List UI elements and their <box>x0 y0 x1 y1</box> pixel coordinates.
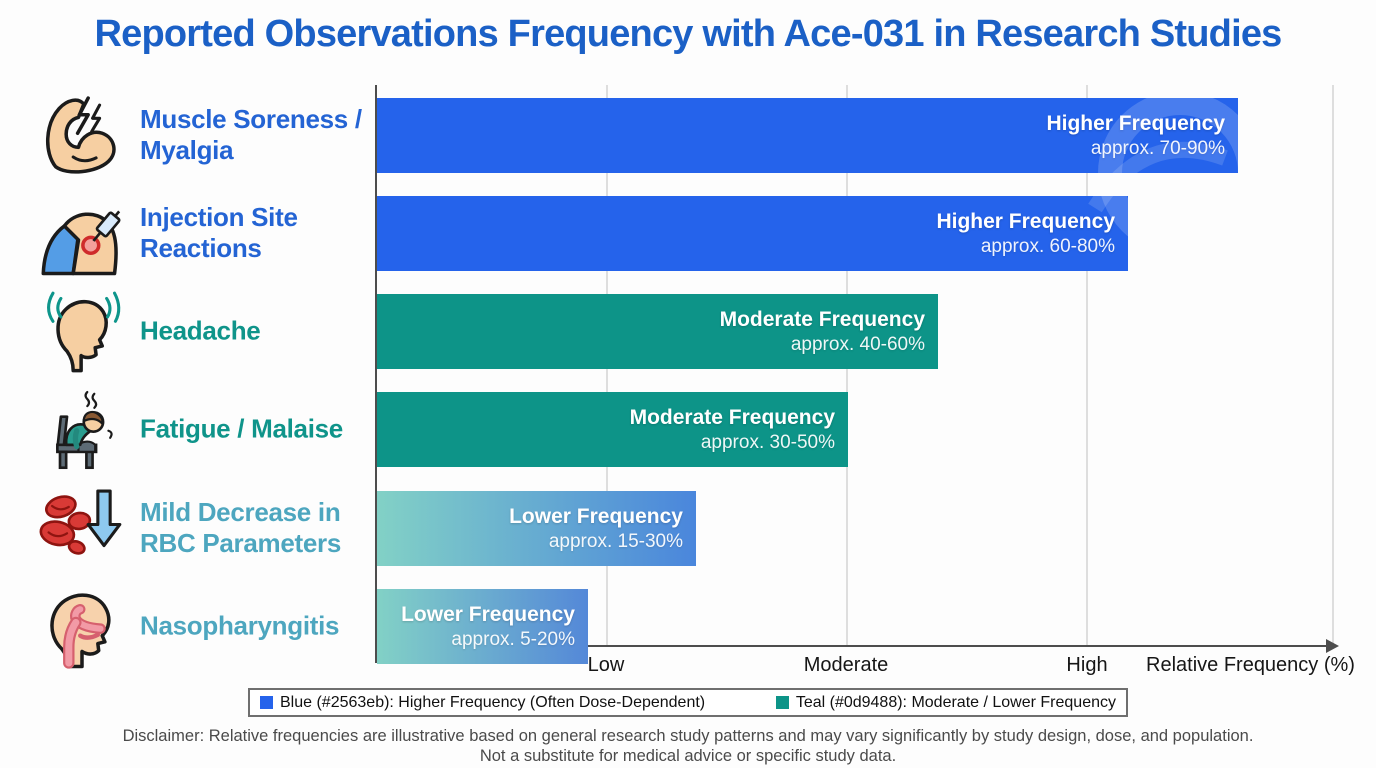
gridline-max <box>1332 85 1334 646</box>
x-tick-low: Low <box>587 654 625 676</box>
bar-headache: Moderate Frequency approx. 40-60% <box>377 294 938 369</box>
bar-range-label: approx. 5-20% <box>451 628 575 650</box>
x-tick-moderate: Moderate <box>803 654 889 676</box>
row-label-fatigue: Fatigue / Malaise <box>140 413 343 444</box>
bar-frequency-label: Lower Frequency <box>509 504 683 528</box>
row-label-rbc-decrease: Mild Decrease in RBC Parameters <box>140 496 342 558</box>
y-axis-line <box>375 85 377 663</box>
row-label-nasopharyngitis: Nasopharyngitis <box>140 610 340 641</box>
x-axis-arrow <box>1326 639 1339 653</box>
bar-range-label: approx. 70-90% <box>1090 137 1225 159</box>
chart-title: Reported Observations Frequency with Ace… <box>94 13 1283 55</box>
legend-label-blue: Blue (#2563eb): Higher Frequency (Often … <box>280 693 706 711</box>
rbc-decrease-icon <box>30 481 134 575</box>
x-tick-high: High <box>1066 654 1108 676</box>
injection-icon <box>30 186 134 280</box>
bar-frequency-label: Higher Frequency <box>1046 111 1225 135</box>
bar-rbc-decrease: Lower Frequency approx. 15-30% <box>377 491 696 566</box>
legend-item-teal: Teal (#0d9488): Moderate / Lower Frequen… <box>775 693 1116 712</box>
fatigue-icon <box>30 382 134 476</box>
row-label-muscle-soreness: Muscle Soreness / Myalgia <box>140 103 362 165</box>
legend-swatch-blue <box>260 696 273 709</box>
disclaimer: Disclaimer: Relative frequencies are ill… <box>0 726 1376 767</box>
bar-injection-site: Higher Frequency approx. 60-80% <box>377 196 1128 271</box>
bar-range-label: approx. 15-30% <box>548 530 683 552</box>
legend-item-blue: Blue (#2563eb): Higher Frequency (Often … <box>260 694 705 712</box>
nasopharyngitis-icon <box>30 579 134 673</box>
disclaimer-line-1: Disclaimer: Relative frequencies are ill… <box>122 727 1254 745</box>
bar-fatigue: Moderate Frequency approx. 30-50% <box>377 392 848 467</box>
bar-frequency-label: Moderate Frequency <box>719 307 925 331</box>
bar-range-label: approx. 60-80% <box>980 235 1115 257</box>
bar-muscle-soreness: Higher Frequency approx. 70-90% <box>377 98 1238 173</box>
muscle-icon <box>30 88 134 182</box>
bar-frequency-label: Lower Frequency <box>401 602 575 626</box>
legend-box: Blue (#2563eb): Higher Frequency (Often … <box>248 688 1128 717</box>
legend-label-teal: Teal (#0d9488): Moderate / Lower Frequen… <box>795 693 1116 711</box>
row-label-injection-site: Injection Site Reactions <box>140 201 298 263</box>
disclaimer-line-2: Not a substitute for medical advice or s… <box>479 747 897 766</box>
row-label-headache: Headache <box>140 315 261 346</box>
x-axis-title: Relative Frequency (%) <box>1146 654 1355 676</box>
bar-range-label: approx. 40-60% <box>790 333 925 355</box>
bar-frequency-label: Moderate Frequency <box>629 405 835 429</box>
bar-nasopharyngitis: Lower Frequency approx. 5-20% <box>377 589 588 664</box>
x-axis-line <box>376 645 1328 647</box>
legend-swatch-teal <box>775 696 789 709</box>
headache-icon <box>30 284 134 378</box>
bar-range-label: approx. 30-50% <box>700 431 835 453</box>
bar-frequency-label: Higher Frequency <box>936 209 1115 233</box>
gridline-high <box>1086 85 1088 646</box>
